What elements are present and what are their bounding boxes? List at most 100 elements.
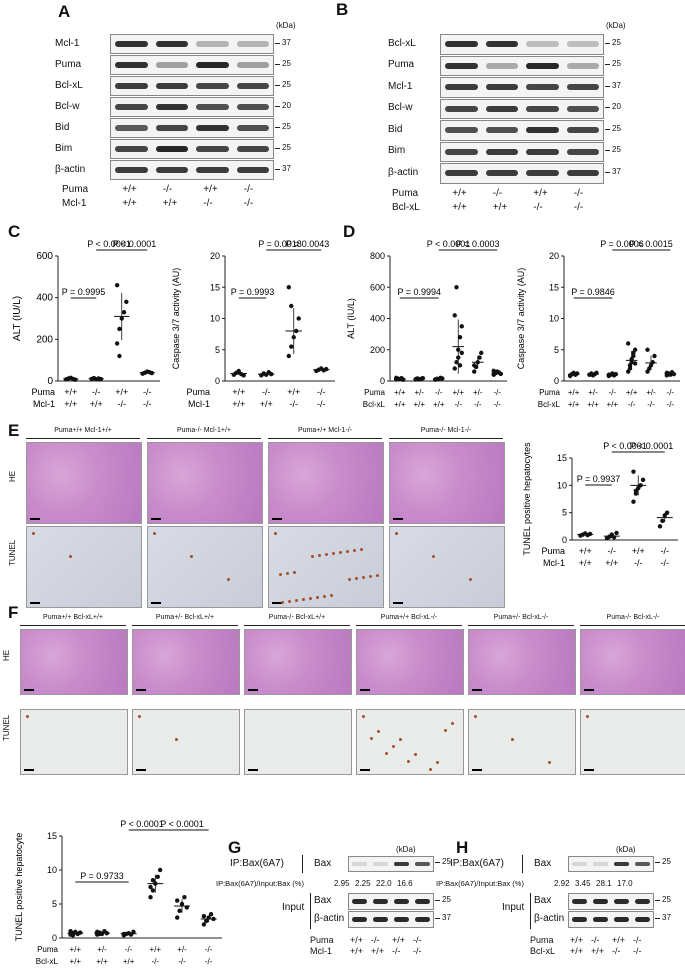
p-value-label: P < 0.0001 [630,441,674,451]
blot-band [352,917,367,922]
mw-tick [275,126,280,128]
data-point [324,366,329,372]
blot-band [115,167,148,173]
genotype-value: -/- [647,400,655,409]
blot-band [196,62,229,68]
blot-row-label: β-actin [388,166,419,178]
genotype-value: +/+ [533,187,548,199]
p-value-label: P < 0.0001 [113,239,157,249]
tunel-positive-cell [293,571,296,574]
blot-band [352,862,367,866]
y-tick-label: 15 [47,831,57,841]
tunel-positive-cell [153,532,156,535]
panel-label-g: G [228,838,242,857]
blot-band [566,105,599,112]
genotype-value: +/+ [612,935,626,945]
header-underline [356,625,462,626]
tunel-positive-cell [175,738,178,741]
genotype-value: -/- [205,945,213,954]
genotype-value: -/- [633,935,642,945]
input-row-label: β-actin [314,913,345,924]
genotype-value: -/- [634,558,643,568]
genotype-value: -/- [628,400,636,409]
blot-band [635,862,650,866]
y-tick-label: 800 [370,251,385,261]
genotype-value: -/- [118,399,127,409]
histology-column-header: Puma-/- Mcl-1-/- [420,427,472,434]
ratio-value: 16.6 [397,879,413,888]
data-point [632,361,638,366]
mw-label: 37 [612,80,621,90]
input-blot-strip [348,893,434,910]
data-point [574,371,580,376]
tunel-positive-cell [362,576,365,579]
genotype-value: -/- [392,946,401,956]
blot-row-label: Mcl-1 [55,37,80,49]
tunel-positive-cell [444,729,447,732]
bax-label: Bax [534,858,552,869]
y-tick-label: 15 [549,282,559,292]
tunel-positive-cell [414,753,417,756]
genotype-value: +/+ [64,387,77,397]
p-value-label: P = 0.0003 [456,239,500,249]
genotype-value: +/+ [64,399,77,409]
tunel-positive-cell [274,532,277,535]
genotype-value: -/- [608,546,617,556]
genotype-row-label: Puma [539,388,560,397]
header-underline [244,625,350,626]
scale-bar [151,602,161,604]
genotype-value: -/- [474,400,482,409]
genotype-value: -/- [317,387,326,397]
blot-band [566,84,599,91]
blot-band [373,862,388,866]
tunel-positive-cell [286,572,289,575]
scale-bar [272,518,282,520]
histology-column-header: Puma+/- Bcl-xL-/- [493,614,549,621]
data-point [208,912,214,917]
tunel-positive-cell [432,555,435,558]
blot-band [485,62,518,69]
blot-band [614,862,629,866]
genotype-row-label: Puma [186,387,210,397]
data-point [454,285,459,290]
tunel-positive-cell [436,761,439,764]
blot-band [614,899,629,904]
genotype-value: +/+ [632,546,645,556]
bax-label: Bax [314,858,332,869]
genotype-value: -/- [493,400,501,409]
blot-band [526,84,559,91]
genotype-value: +/+ [570,946,584,956]
mw-label: 25 [612,59,621,69]
blot-strip [440,34,604,55]
blot-band [526,148,559,155]
blot-strip [440,163,604,184]
ratio-value: 17.0 [617,879,633,888]
mw-tick [275,84,280,86]
mw-tick [605,85,610,87]
tunel-stain-image [389,526,505,608]
genotype-value: -/- [205,957,213,966]
tunel-stain-image [468,709,576,775]
data-point [73,377,78,382]
genotype-value: +/+ [123,957,135,966]
scale-bar [360,769,370,771]
data-point [182,895,187,900]
genotype-value: +/+ [607,400,619,409]
data-point [241,373,246,378]
data-point [155,874,160,879]
data-point [201,922,207,927]
genotype-value: -/- [125,945,133,954]
data-point [587,531,593,537]
blot-band [572,862,587,866]
tunel-positive-cell [392,745,395,748]
input-row-label: Bax [534,895,552,906]
y-tick-label: 0 [562,535,567,545]
p-value-label: P = 0.9995 [62,287,106,297]
blot-band [236,146,269,152]
genotype-value: +/+ [579,546,592,556]
blot-band [566,41,599,48]
data-point [459,324,464,329]
genotype-value: +/+ [70,957,82,966]
genotype-value: +/- [588,388,598,397]
blot-strip [440,98,604,119]
